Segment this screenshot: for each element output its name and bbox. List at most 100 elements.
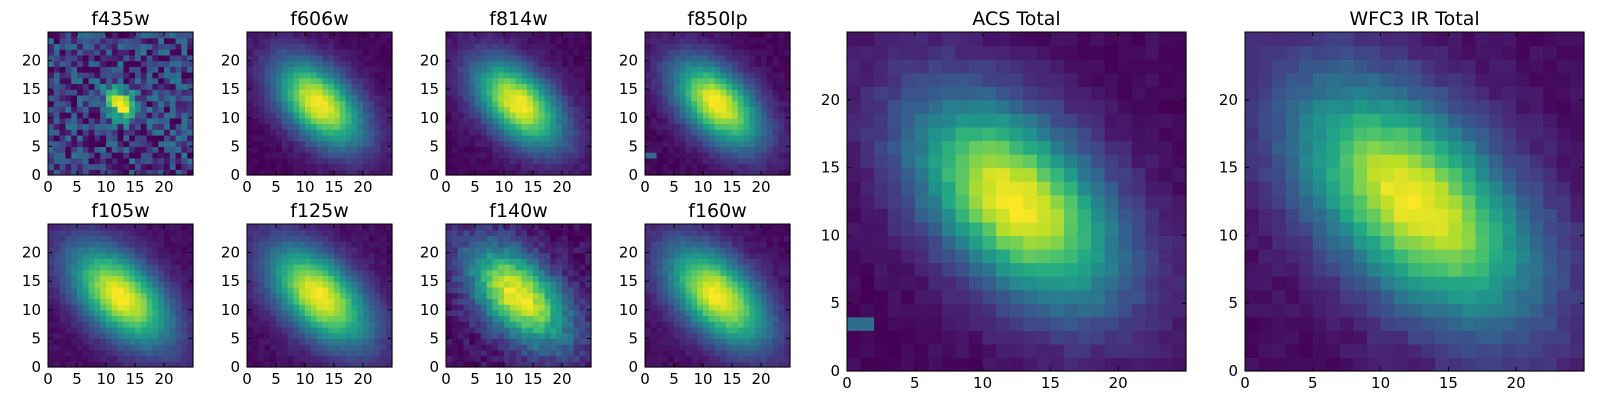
heatmap-cell [264,281,271,288]
heatmap-cell [708,338,716,345]
heatmap-cell [521,43,528,50]
heatmap-cell [299,298,306,305]
heatmap-cell [527,94,534,102]
heatmap-cell [685,89,692,96]
heatmap-cell [287,152,294,159]
heatmap-cell [749,146,756,153]
heatmap-cell [276,32,283,39]
heatmap-cell [129,361,136,368]
heatmap-cell [281,77,289,85]
heatmap-cell [328,89,335,96]
heatmap-cell [305,157,312,165]
heatmap-cell [310,264,318,271]
heatmap-cell [363,129,370,136]
heatmap-cell [755,146,762,153]
heatmap-cell [504,163,511,170]
heatmap-cell [761,163,768,170]
heatmap-cell [276,269,283,277]
heatmap-cell [544,140,551,147]
heatmap-cell [345,224,352,231]
heatmap-cell [71,77,78,85]
heatmap-cell [305,169,312,176]
heatmap-cell [88,129,95,136]
heatmap-cell [65,315,72,322]
heatmap-cell [135,72,142,79]
heatmap-cell [784,89,791,96]
heatmap-cell [674,152,681,159]
heatmap-cell [380,72,387,79]
heatmap-cell [146,235,153,242]
heatmap-cell [533,315,540,322]
heatmap-cell [567,43,575,50]
heatmap-cell [679,37,687,45]
heatmap-cell [556,94,563,102]
heatmap-cell [281,89,289,96]
heatmap-cell [556,106,563,113]
heatmap-cell [169,298,177,305]
heatmap-cell [743,315,750,322]
heatmap-cell [345,344,352,351]
heatmap-cell [573,241,580,248]
heatmap-cell [357,94,364,102]
heatmap-cell [287,169,294,176]
heatmap-cell [691,275,698,282]
heatmap-cell [146,129,153,136]
heatmap-cell [463,315,470,322]
heatmap-cell [772,355,779,362]
heatmap-cell [100,129,107,136]
heatmap-cell [129,321,136,328]
heatmap-cell [720,89,727,96]
heatmap-cell [714,321,721,328]
heatmap-cell [129,338,136,345]
heatmap-cell [386,361,393,368]
heatmap-cell [310,246,318,254]
heatmap-cell [158,246,165,254]
heatmap-cell [71,269,78,277]
heatmap-cell [374,89,381,96]
heatmap-cell [732,309,739,317]
heatmap-cell [784,54,791,62]
heatmap-cell [550,326,557,334]
axes-frame [644,31,791,176]
heatmap-cell [492,54,499,62]
heatmap-cell [697,309,704,317]
heatmap-cell [374,32,381,39]
heatmap-cell [486,258,493,265]
heatmap-cell [562,246,569,254]
heatmap-cell [645,344,652,351]
heatmap-cell [386,252,393,259]
heatmap-cell [515,32,522,39]
heatmap-cell [556,269,563,277]
heatmap-cell [463,54,470,62]
heatmap-cell [650,332,658,339]
heatmap-cell [492,298,499,305]
heatmap-cell [281,258,289,265]
heatmap-cell [299,152,306,159]
heatmap-cell [562,163,569,170]
heatmap-cell [152,246,159,254]
heatmap-cell [645,94,652,102]
heatmap-cell [258,146,265,153]
heatmap-cell [784,37,791,45]
heatmap-cell [714,326,721,334]
heatmap-cell [521,117,528,125]
heatmap-cell [59,355,66,362]
heatmap-cell [71,83,78,90]
heatmap-cell [726,83,733,90]
heatmap-cell [469,332,476,339]
heatmap-cell [585,258,592,265]
heatmap-cell [88,140,95,147]
heatmap-cell [685,321,692,328]
heatmap-cell [65,326,72,334]
heatmap-cell [498,309,505,317]
heatmap-cell [48,83,55,90]
heatmap-cell [339,129,347,136]
heatmap-cell [187,83,194,90]
heatmap-cell [446,264,453,271]
heatmap-cell [743,286,750,294]
heatmap-cell [486,134,493,142]
heatmap-cell [100,77,107,85]
heatmap-cell [691,286,698,294]
heatmap-cell [674,32,681,39]
heatmap-cell [697,163,704,170]
